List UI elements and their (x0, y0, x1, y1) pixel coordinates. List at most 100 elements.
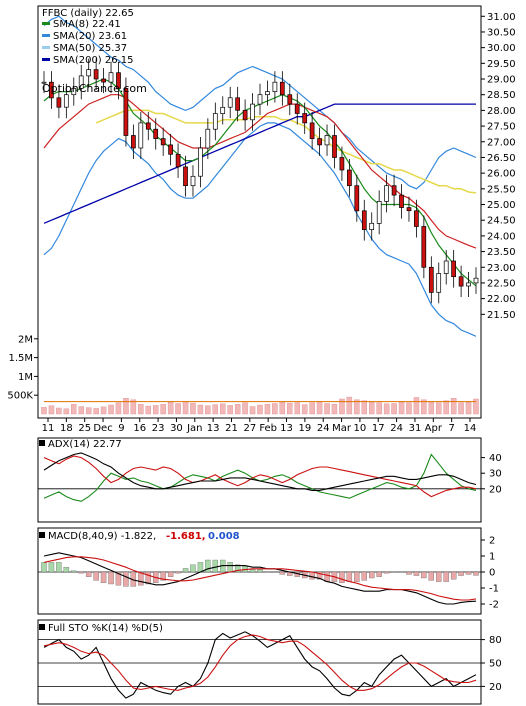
candle-body (376, 201, 382, 224)
volume-bar (130, 399, 137, 415)
price-tick-label: 25.00 (487, 200, 516, 211)
volume-bar (301, 404, 308, 415)
volume-bar (242, 402, 248, 415)
adx-legend-swatch (39, 440, 45, 446)
volume-bar (316, 401, 323, 415)
candle-body (56, 97, 62, 108)
macd-histogram-bar (160, 571, 166, 581)
macd-histogram-bar (108, 571, 114, 585)
macd-legend-swatch (39, 532, 45, 538)
volume-bar (48, 405, 55, 415)
candle-body (138, 122, 144, 149)
price-tick-label: 26.00 (487, 169, 516, 180)
candle-body (175, 153, 181, 168)
candle-body (272, 81, 278, 92)
macd-histogram-bar (339, 571, 345, 583)
legend-swatch (42, 22, 50, 25)
macd-histogram-bar (175, 571, 181, 574)
x-tick-label: 24 (390, 423, 403, 434)
candle-body (71, 88, 77, 96)
volume-bar (257, 404, 263, 415)
macd-histogram-bar (56, 562, 62, 573)
macd-hist-label: 0.008 (208, 531, 240, 542)
price-tick-label: 29.00 (487, 75, 516, 86)
volume-bar (160, 404, 166, 415)
volume-bar (443, 400, 449, 415)
candle-body (414, 210, 419, 227)
adx-line (43, 452, 477, 491)
candle-body (63, 94, 69, 108)
x-tick-label: 19 (299, 423, 312, 434)
sma200-line (43, 103, 476, 224)
volume-bar (167, 402, 174, 415)
macd-histogram-bar (458, 571, 464, 576)
macd-histogram-bar (63, 567, 70, 573)
adx-tick-label: 30 (489, 469, 502, 480)
bollinger-upper-line (43, 15, 477, 190)
volume-bar (406, 402, 412, 415)
candle-body (332, 135, 337, 158)
price-tick-label: 28.00 (487, 106, 516, 117)
x-tick-label: 24 (317, 423, 330, 434)
candle-body (49, 81, 54, 99)
minus-di-line (43, 455, 477, 498)
volume-bar (272, 403, 278, 415)
candle-body (421, 226, 427, 268)
volume-bar (249, 406, 256, 415)
candle-body (287, 94, 293, 105)
adx-tick-label: 20 (489, 484, 502, 495)
price-tick-label: 21.50 (487, 310, 516, 321)
macd-histogram-bar (205, 559, 211, 573)
macd-signal-line (43, 556, 477, 601)
macd-histogram-bar (227, 562, 233, 573)
macd-histogram-bar (78, 571, 84, 574)
macd-histogram-bar (41, 562, 47, 573)
sto-panel: 80 50 20 Full STO %K(14) %D(5) (37, 619, 502, 705)
macd-histogram-bar (443, 571, 449, 582)
x-axis: 11 18 25 Dec 9 16 23 30 Jan 13 21 27 Feb 13 19 24 Mar 10 1… (42, 418, 476, 434)
macd-histogram-bar (473, 571, 479, 576)
x-tick-label: Dec (93, 423, 112, 434)
sto-panel-frame (37, 619, 482, 705)
volume-bar (369, 401, 375, 415)
sto-d-line (43, 634, 477, 691)
volume-tick-label: 1.5M (8, 353, 33, 364)
candle-body (309, 122, 315, 139)
macd-histogram-bar (100, 571, 107, 583)
candle-body (391, 185, 397, 196)
price-tick-label: 24.50 (487, 216, 516, 227)
macd-histogram-bar (413, 571, 420, 576)
macd-histogram-bar (182, 568, 189, 573)
volume-bar (361, 400, 368, 415)
price-tick-label: 22.00 (487, 294, 516, 305)
candle-body (317, 138, 322, 146)
volume-bar (175, 403, 181, 415)
price-tick-label: 27.50 (487, 122, 516, 133)
macd-histogram-bar (324, 571, 330, 582)
price-tick-label: 29.50 (487, 59, 516, 70)
macd-histogram-bar (383, 571, 390, 574)
x-tick-label: 16 (133, 423, 146, 434)
volume-tick-label: 2M (18, 334, 33, 345)
sto-tick-label: 50 (489, 659, 502, 670)
candle-body (257, 94, 263, 105)
candle-body (153, 128, 159, 139)
x-tick-label: 9 (118, 423, 124, 434)
macd-histogram-bar (421, 571, 427, 579)
candle-body (279, 81, 285, 96)
macd-tick-label: 1 (489, 552, 495, 563)
candle-body (116, 72, 121, 89)
price-tick-label: 23.00 (487, 263, 516, 274)
bollinger-lower-line (43, 122, 477, 337)
volume-bar (465, 402, 472, 415)
candle-body (235, 97, 240, 111)
macd-histogram-bar (190, 564, 196, 573)
legend-swatch (42, 34, 50, 37)
volume-bar (205, 405, 211, 415)
macd-tick-label: 0 (489, 568, 495, 579)
candle-body (451, 260, 456, 278)
volume-bar (138, 404, 144, 415)
x-tick-label: 10 (354, 423, 367, 434)
volume-bar (436, 402, 442, 415)
volume-bar (391, 403, 397, 415)
